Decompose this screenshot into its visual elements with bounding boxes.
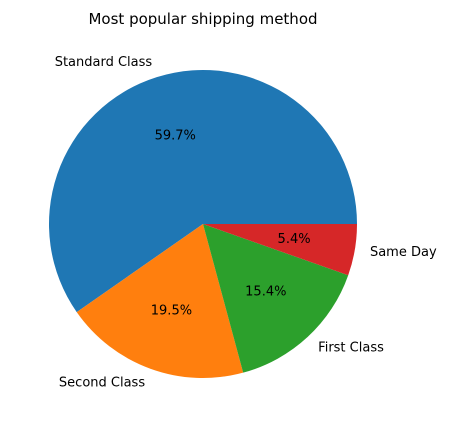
- slice-label: Second Class: [59, 376, 145, 391]
- slice-label: Standard Class: [55, 55, 153, 70]
- slice-label: First Class: [318, 341, 384, 356]
- slice-percent-label: 5.4%: [278, 232, 311, 247]
- slice-label: Same Day: [370, 245, 437, 260]
- slice-percent-label: 19.5%: [151, 303, 192, 318]
- pie-slice-standard-class: [48, 69, 358, 313]
- pie-slice-same-day: [203, 224, 357, 276]
- pie-labels: Standard Class 59.7% Second Class 19.5% Firs…: [55, 55, 437, 391]
- slice-percent-label: 59.7%: [155, 128, 196, 143]
- pie-slice-first-class: [203, 224, 349, 373]
- pie-slice-second-class: [76, 224, 244, 378]
- slice-percent-label: 15.4%: [245, 284, 286, 299]
- pie-slices: [48, 69, 358, 378]
- chart-title: Most popular shipping method: [88, 10, 317, 28]
